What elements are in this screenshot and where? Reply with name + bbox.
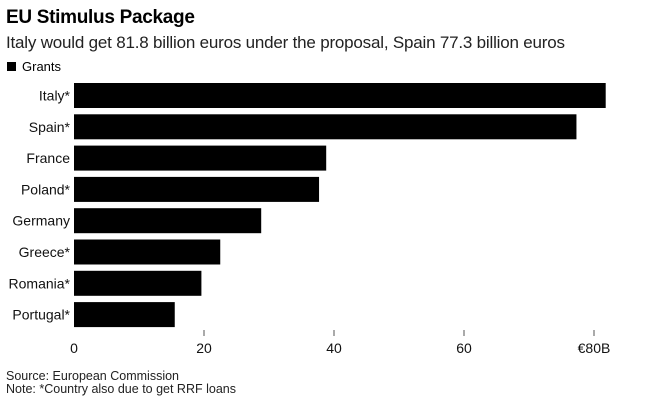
- legend-label-grants: Grants: [22, 59, 62, 74]
- category-label-romania: Romania*: [9, 275, 71, 291]
- bar-italy: [74, 83, 606, 108]
- category-label-spain: Spain*: [29, 119, 71, 135]
- category-label-germany: Germany: [12, 213, 70, 229]
- category-label-italy: Italy*: [39, 88, 71, 104]
- bar-germany: [74, 208, 262, 234]
- x-tick-label-80: €80B: [578, 340, 611, 356]
- footnote: Note: *Country also due to get RRF loans: [6, 382, 236, 396]
- chart-footer: Source: European Commission Note: *Count…: [6, 370, 236, 396]
- category-label-greece: Greece*: [19, 244, 71, 260]
- legend-swatch-grants: [7, 62, 16, 71]
- bar-spain: [74, 114, 577, 140]
- x-tick-label-0: 0: [70, 340, 78, 356]
- category-label-poland: Poland*: [21, 181, 71, 197]
- bar-poland: [74, 176, 320, 202]
- bar-portugal: [74, 302, 175, 328]
- bar-romania: [74, 270, 202, 296]
- bar-greece: [74, 239, 221, 265]
- x-tick-label-20: 20: [196, 340, 212, 356]
- bar-france: [74, 145, 327, 171]
- category-label-france: France: [26, 150, 70, 166]
- x-tick-label-60: 60: [456, 340, 472, 356]
- source-note: Source: European Commission: [6, 369, 179, 383]
- chart-title: EU Stimulus Package: [6, 7, 195, 28]
- category-label-portugal: Portugal*: [12, 307, 70, 323]
- x-tick-label-40: 40: [326, 340, 342, 356]
- legend: Grants: [7, 59, 61, 74]
- chart-subtitle: Italy would get 81.8 billion euros under…: [6, 33, 565, 52]
